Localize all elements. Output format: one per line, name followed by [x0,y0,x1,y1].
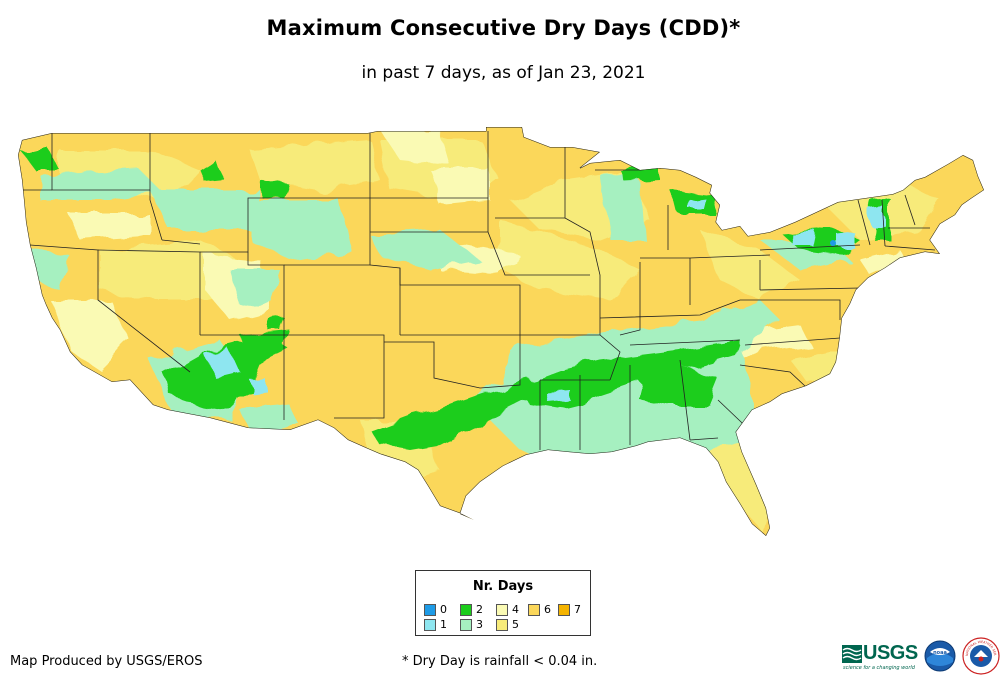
legend-label-4: 4 [512,603,519,616]
map-legend: Nr. Days 0 1 2 3 4 5 6 7 [415,570,591,636]
dry-day-footnote: * Dry Day is rainfall < 0.04 in. [402,654,598,669]
noaa-logo-icon: noaa [924,640,956,672]
zone-3-days-wisconsin [600,172,645,240]
zone-3-days-nm-south [240,405,300,430]
zone-5-days-montana [250,140,380,190]
zone-1-day-michigan [690,198,705,210]
zone-0-days-spot [830,240,836,246]
legend-label-1: 1 [440,618,447,631]
legend-swatch-4 [496,604,508,616]
zone-4-days-nd [380,130,450,165]
zone-1-day-ny-west [790,230,815,245]
zone-3-days-utah-east [230,270,280,305]
zone-2-days-olympics [20,150,60,170]
us-map-shapes [18,127,984,536]
zone-1-day-az-east [250,378,265,392]
legend-label-3: 3 [476,618,483,631]
state-borders [22,131,936,450]
map-subtitle: in past 7 days, as of Jan 23, 2021 [361,63,646,83]
legend-swatch-6 [528,604,540,616]
legend-swatch-7 [558,604,570,616]
noaa-text: noaa [933,650,947,656]
legend-label-5: 5 [512,618,519,631]
zone-5-days-ohio [700,230,800,300]
zone-4-days-oregon [70,215,150,240]
usgs-tagline: science for a changing world [843,665,915,671]
zone-2-days-up-michigan [620,168,660,182]
zone-3-days-idaho [150,190,260,230]
zone-2-days-idaho-panhandle [200,160,225,182]
legend-swatch-1 [424,619,436,631]
map-title: Maximum Consecutive Dry Days (CDD)* [266,16,741,40]
legend-label-2: 2 [476,603,483,616]
legend-swatch-2 [460,604,472,616]
zone-1-day-ny-east [838,233,855,248]
usgs-wordmark: USGS [863,642,918,664]
zone-4-days-california [50,300,130,370]
legend-title: Nr. Days [472,579,534,594]
zone-3-days-washington [40,170,160,200]
zone-2-days-alabama [640,368,720,405]
zone-4-days-sd [430,170,490,205]
zone-1-day-arizona [205,350,240,378]
legend-swatch-5 [496,619,508,631]
legend-label-0: 0 [440,603,447,616]
legend-label-7: 7 [574,603,581,616]
zone-3-days-wyoming [250,200,350,260]
zone-2-days-four-corners [240,330,290,355]
zone-3-days-nebraska [370,230,480,270]
usgs-wave-icon [842,645,862,663]
nws-logo-icon: NATIONAL WEATHER SERVICE [962,637,1000,675]
zone-2-days-sw-colorado [268,318,285,330]
zone-1-day-arkansas [545,390,570,402]
legend-swatch-0 [424,604,436,616]
zone-5-days-iowa [500,220,640,300]
zone-2-days-wyoming-nw [260,180,290,200]
usgs-logo: USGS science for a changing world [842,642,920,676]
zone-3-days-ca-coast [30,250,70,290]
legend-label-6: 6 [544,603,551,616]
map-producer-credit: Map Produced by USGS/EROS [10,654,203,669]
zone-1-day-vermont [870,208,885,225]
legend-swatch-3 [460,619,472,631]
